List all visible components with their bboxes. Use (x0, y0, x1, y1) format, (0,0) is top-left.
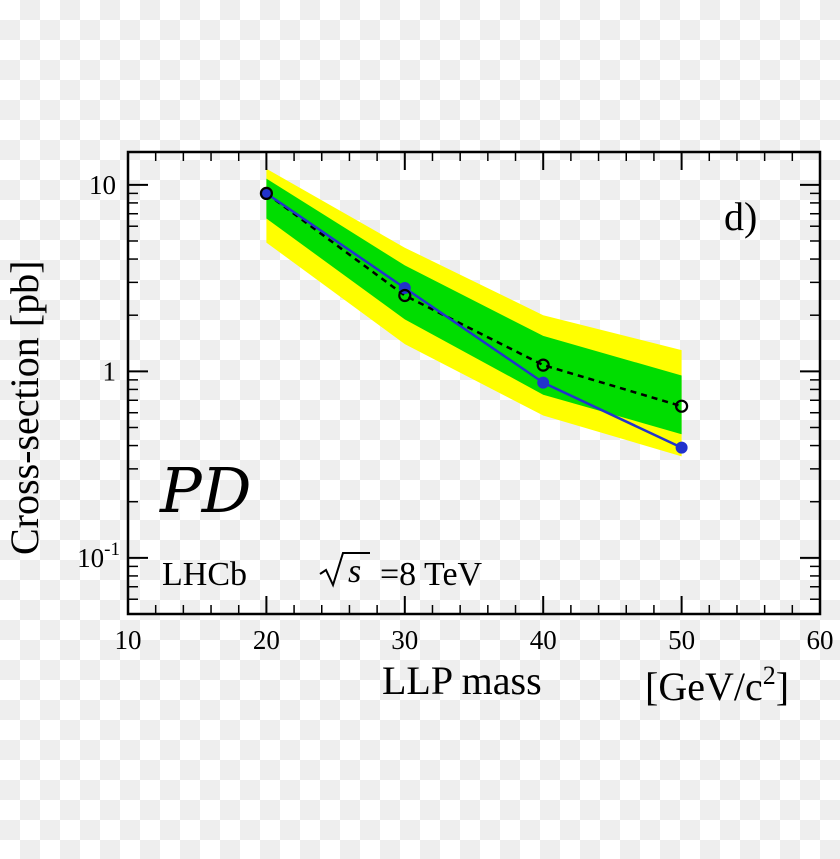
experiment-label: LHCb s =8 TeV (162, 552, 483, 593)
x-axis-title: LLP mass (382, 658, 542, 703)
x-unit-close: ] (776, 664, 789, 709)
x-tick-label: 60 (807, 625, 834, 655)
data-markers (259, 186, 689, 454)
data-point-expected (259, 186, 273, 200)
data-point-expected (398, 288, 412, 303)
band-1sigma (266, 178, 682, 435)
x-unit-main: [GeV/c (645, 664, 763, 709)
x-unit-superscript: 2 (763, 661, 776, 690)
data-lines (265, 192, 683, 449)
x-tick-label: 40 (530, 625, 557, 655)
y-tick-label: 10-1 (77, 539, 120, 573)
data-point-expected (536, 358, 550, 372)
data-point-observed (537, 376, 550, 389)
x-tick-label: 20 (253, 625, 280, 655)
x-tick-label: 10 (115, 625, 142, 655)
experiment-name: LHCb (162, 556, 247, 593)
sqrt-symbol (319, 552, 370, 588)
series-line-observed (265, 192, 683, 449)
series-line-expected (265, 192, 682, 408)
model-label: PD (159, 454, 251, 527)
y-axis-title: Cross-section [pb] (2, 261, 47, 555)
x-axis-unit: [GeV/c2] (645, 661, 789, 709)
plot-frame (126, 150, 822, 616)
panel-label: d) (724, 194, 757, 239)
y-tick-label: 10 (89, 170, 116, 200)
uncertainty-bands (266, 168, 682, 457)
energy-label: =8 TeV (380, 556, 483, 593)
x-tick-label: 30 (391, 625, 418, 655)
data-point-expected (674, 399, 689, 413)
x-tick-label: 50 (668, 625, 695, 655)
axis-ticks (127, 152, 821, 615)
data-point-observed (675, 441, 688, 454)
tick-labels: 10 20 30 40 50 60 10 1 10-1 (77, 170, 833, 655)
sqrt-s-variable: s (348, 553, 361, 590)
y-tick-label: 1 (103, 356, 117, 386)
